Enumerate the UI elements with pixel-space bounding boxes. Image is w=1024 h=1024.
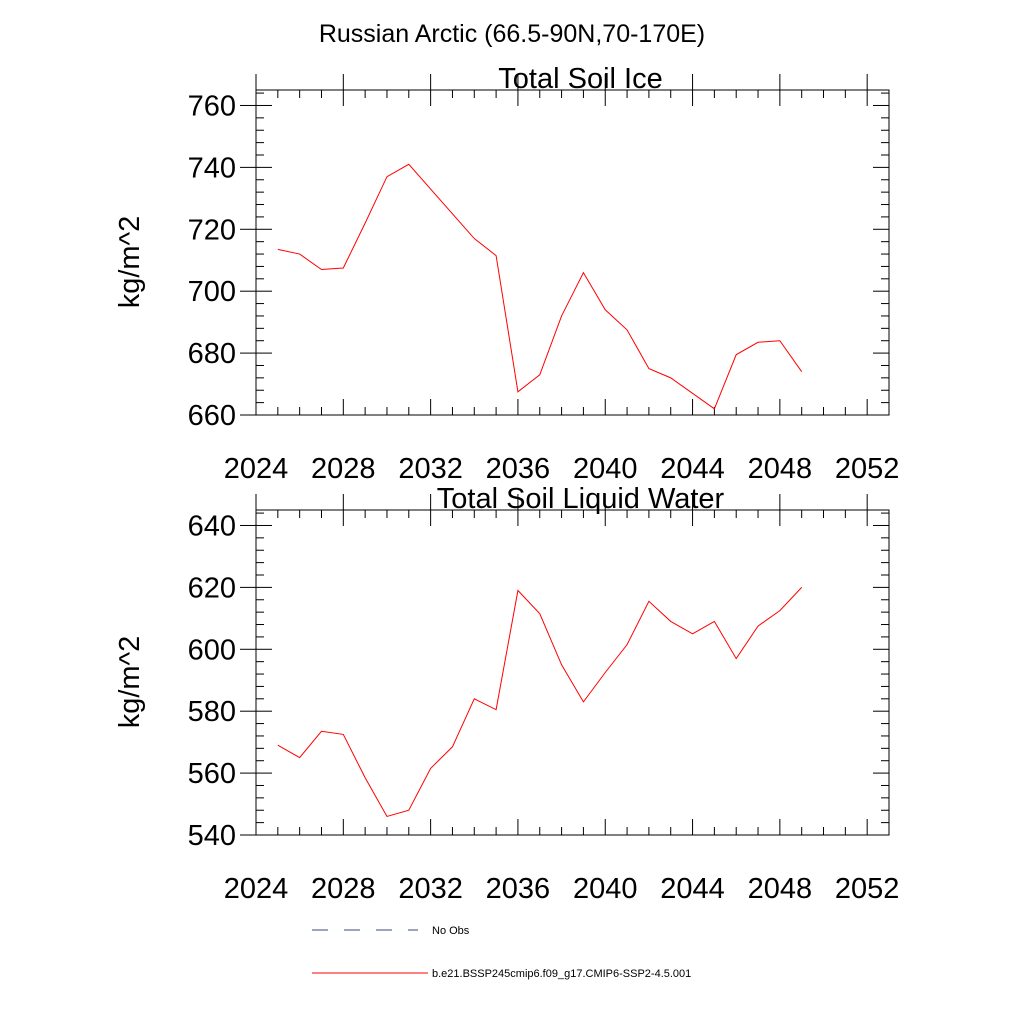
y-tick-label: 560 (188, 758, 236, 790)
y-axis-label: kg/m^2 (114, 216, 146, 309)
y-tick-label: 620 (188, 572, 236, 604)
y-tick-label: 640 (188, 510, 236, 542)
x-tick-label: 2028 (311, 453, 376, 485)
x-tick-label: 2032 (398, 873, 463, 905)
x-tick-label: 2040 (573, 453, 638, 485)
legend: No Obs b.e21.BSSP245cmip6.f09_g17.CMIP6-… (312, 925, 691, 980)
panel-total-soil-liquid-water: Total Soil Liquid Water kg/m^2 2024 2028 203… (114, 483, 899, 905)
y-tick-label: 660 (188, 400, 236, 432)
x-tick-label: 2052 (835, 453, 900, 485)
y-axis-label: kg/m^2 (114, 636, 146, 729)
x-tick-label: 2044 (660, 873, 725, 905)
panel-title: Total Soil Ice (498, 63, 662, 95)
x-tick-label: 2024 (224, 873, 289, 905)
y-tick-label: 680 (188, 338, 236, 370)
figure-title: Russian Arctic (66.5-90N,70-170E) (319, 20, 705, 48)
x-tick-label: 2040 (573, 873, 638, 905)
y-tick-label: 580 (188, 696, 236, 728)
plot-frame (255, 89, 890, 416)
x-tick-label: 2052 (835, 873, 900, 905)
x-tick-label: 2036 (486, 873, 551, 905)
x-tick-label: 2044 (660, 453, 725, 485)
y-tick-label: 540 (188, 820, 236, 852)
x-tick-label: 2048 (748, 453, 813, 485)
series-line (277, 163, 803, 410)
legend-label-no-obs: No Obs (432, 925, 470, 937)
x-tick-label: 2048 (748, 873, 813, 905)
legend-label-model: b.e21.BSSP245cmip6.f09_g17.CMIP6-SSP2-4.… (432, 968, 691, 980)
series-line (277, 587, 803, 818)
panel-title: Total Soil Liquid Water (437, 483, 725, 515)
y-tick-label: 740 (188, 152, 236, 184)
y-tick-label: 760 (188, 90, 236, 122)
y-tick-label: 700 (188, 276, 236, 308)
y-tick-label: 720 (188, 214, 236, 246)
x-tick-label: 2036 (486, 453, 551, 485)
x-tick-label: 2032 (398, 453, 463, 485)
x-tick-label: 2024 (224, 453, 289, 485)
x-tick-label: 2028 (311, 873, 376, 905)
y-tick-label: 600 (188, 634, 236, 666)
plot-frame (255, 509, 890, 836)
panel-total-soil-ice: Total Soil Ice kg/m^2 2024 2028 2032 2036 2040… (114, 63, 899, 485)
